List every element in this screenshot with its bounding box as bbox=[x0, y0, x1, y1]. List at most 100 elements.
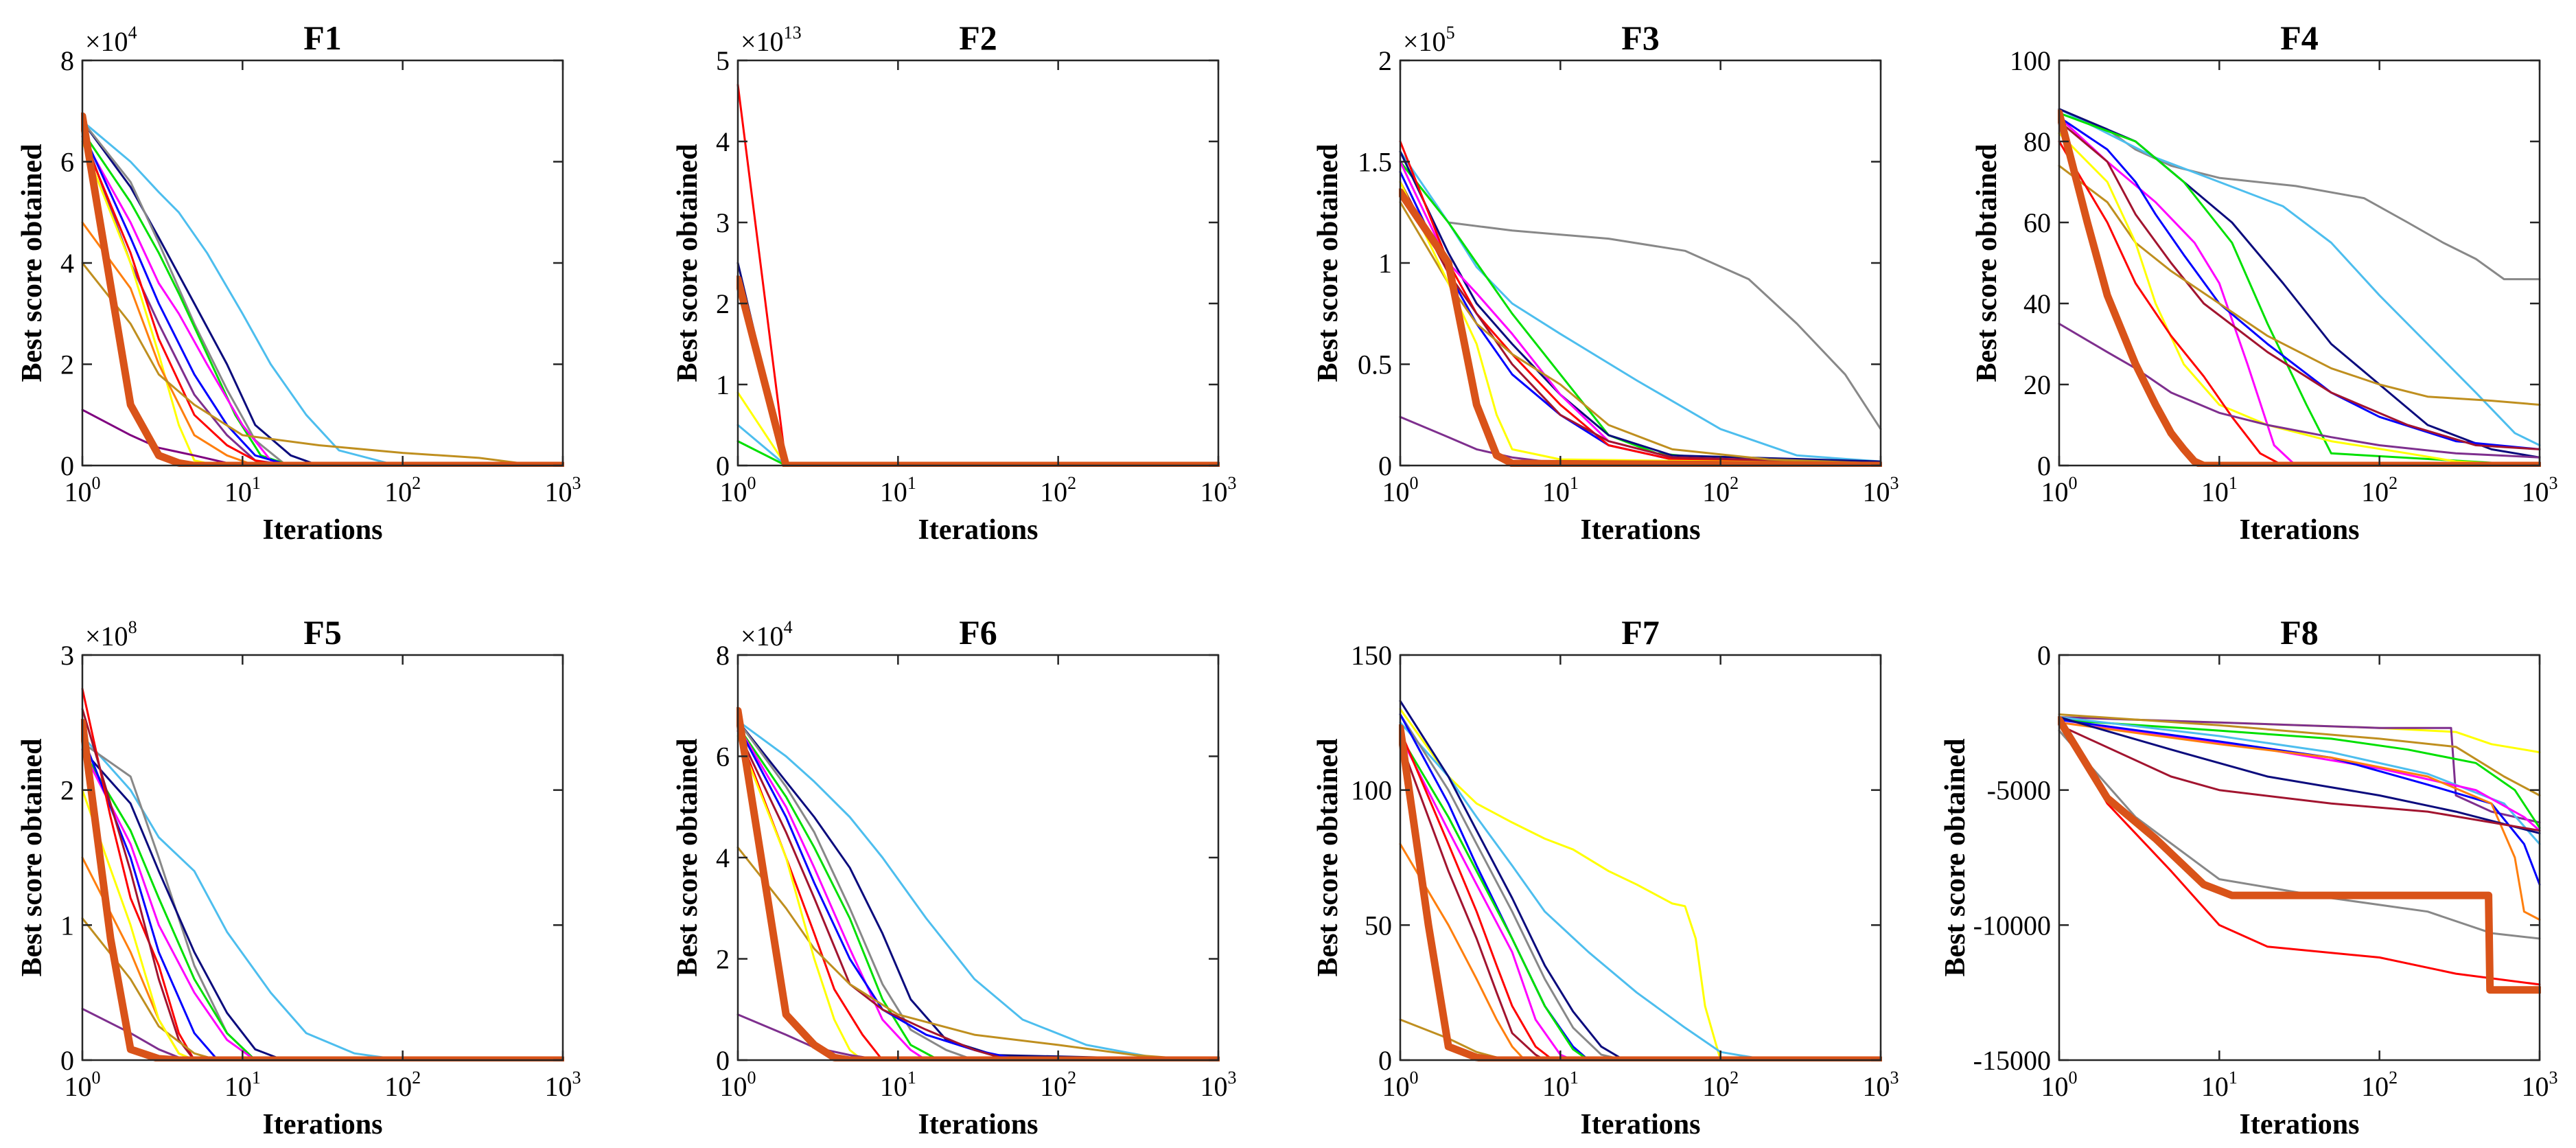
x-tick-label: 103 bbox=[545, 473, 581, 507]
series-group bbox=[2058, 713, 2541, 994]
chart-title: F2 bbox=[959, 19, 997, 57]
plot-area bbox=[1400, 655, 1881, 1060]
y-tick-label: 2 bbox=[1378, 45, 1392, 76]
x-tick-label: 103 bbox=[2522, 473, 2558, 507]
x-tick-label: 100 bbox=[65, 473, 101, 507]
y-tick-label: 0 bbox=[1378, 1045, 1392, 1076]
series-line-gold bbox=[81, 262, 564, 467]
y-tick-label: 100 bbox=[2010, 45, 2051, 76]
y-axis-label: Best score obtained bbox=[16, 144, 48, 382]
y-axis-multiplier: ×108 bbox=[85, 617, 137, 652]
series-line-cyan bbox=[1399, 721, 1882, 1061]
y-tick-label: 50 bbox=[1365, 910, 1392, 941]
y-axis-multiplier: ×105 bbox=[1403, 23, 1455, 57]
y-tick-label: 5 bbox=[716, 45, 730, 76]
y-tick-label: 0 bbox=[2037, 640, 2051, 671]
chart-title: F6 bbox=[959, 613, 997, 652]
y-tick-label: 2 bbox=[60, 775, 74, 806]
x-tick-label: 100 bbox=[2041, 1068, 2078, 1102]
plot-area bbox=[2059, 655, 2540, 1060]
x-tick-label: 100 bbox=[1382, 473, 1419, 507]
series-line-cyan bbox=[81, 120, 564, 467]
x-tick-label: 101 bbox=[224, 473, 261, 507]
series-line-red bbox=[2058, 721, 2541, 986]
chart-f2: 100 101 102 103 0 1 2 3 4 5 ×1013 F2 Iterations Best … bbox=[672, 19, 1237, 546]
series-line-magenta bbox=[2058, 116, 2541, 467]
y-tick-label: 4 bbox=[716, 842, 730, 873]
plot-area bbox=[738, 655, 1218, 1060]
y-tick-label: 3 bbox=[716, 207, 730, 238]
axes-box bbox=[81, 654, 564, 1061]
x-tick-label: 103 bbox=[1863, 1068, 1899, 1102]
x-tick-label: 100 bbox=[2041, 473, 2078, 507]
axes-box bbox=[2058, 654, 2541, 1061]
chart-f7: 100 101 102 103 0 50 100 150 F7 Iterations Best sc… bbox=[1312, 613, 1899, 1140]
y-axis-multiplier: ×104 bbox=[741, 617, 793, 652]
x-tick-label: 102 bbox=[384, 473, 421, 507]
plot-area bbox=[82, 655, 563, 1060]
y-tick-label: 150 bbox=[1351, 640, 1392, 671]
series-group bbox=[1399, 140, 1882, 467]
x-tick-label: 101 bbox=[880, 473, 916, 507]
chart-f1: 100 101 102 103 0 2 4 6 8 ×104 F1 Iterations Best sc… bbox=[16, 19, 581, 546]
x-tick-label: 100 bbox=[720, 1068, 756, 1102]
x-tick-label: 101 bbox=[224, 1068, 261, 1102]
chart-title: F7 bbox=[1621, 613, 1660, 652]
series-line-darkred bbox=[2058, 120, 2541, 450]
y-axis-label: Best score obtained bbox=[16, 739, 48, 977]
x-tick-label: 102 bbox=[1702, 473, 1739, 507]
x-tick-label: 102 bbox=[2361, 473, 2398, 507]
series-line-proposed bbox=[2058, 715, 2541, 994]
y-tick-label: -15000 bbox=[1973, 1045, 2051, 1076]
y-tick-label: 2 bbox=[716, 944, 730, 975]
y-axis-multiplier: ×104 bbox=[85, 23, 137, 57]
chart-title: F3 bbox=[1621, 19, 1660, 57]
series-line-purple bbox=[2058, 716, 2541, 824]
series-line-blue bbox=[2058, 718, 2541, 886]
x-tick-label: 100 bbox=[65, 1068, 101, 1102]
series-line-green bbox=[2058, 718, 2541, 829]
y-tick-label: 2 bbox=[716, 288, 730, 319]
y-tick-label: 0 bbox=[1378, 450, 1392, 481]
x-axis-label: Iterations bbox=[918, 514, 1038, 546]
x-tick-label: 101 bbox=[1542, 1068, 1579, 1102]
y-tick-label: -5000 bbox=[1987, 775, 2051, 806]
series-line-orange bbox=[2058, 721, 2541, 921]
x-tick-label: 101 bbox=[880, 1068, 916, 1102]
plot-area bbox=[738, 60, 1218, 466]
x-tick-label: 100 bbox=[720, 473, 756, 507]
plot-area bbox=[82, 60, 563, 466]
y-tick-label: 2 bbox=[60, 349, 74, 380]
y-tick-label: 6 bbox=[716, 742, 730, 772]
chart-title: F4 bbox=[2280, 19, 2319, 57]
y-tick-label: 1 bbox=[60, 910, 74, 941]
x-tick-label: 102 bbox=[1702, 1068, 1739, 1102]
chart-f4: 100 101 102 103 0 20 40 60 80 100 F4 Iterations Best… bbox=[1971, 19, 2558, 546]
y-tick-label: 0 bbox=[716, 450, 730, 481]
x-tick-label: 103 bbox=[1863, 473, 1899, 507]
x-tick-label: 102 bbox=[2361, 1068, 2398, 1102]
series-line-magenta bbox=[2058, 721, 2541, 832]
x-axis-label: Iterations bbox=[1581, 1109, 1701, 1140]
x-tick-label: 101 bbox=[2201, 473, 2238, 507]
x-tick-label: 102 bbox=[384, 1068, 421, 1102]
y-tick-label: 1.5 bbox=[1358, 147, 1392, 178]
x-tick-label: 102 bbox=[1040, 473, 1076, 507]
y-tick-label: 0 bbox=[716, 1045, 730, 1076]
chart-f6: 100 101 102 103 0 2 4 6 8 ×104 F6 Iterations Best sc… bbox=[672, 613, 1237, 1140]
axes-box bbox=[1399, 654, 1882, 1061]
series-line-yellow bbox=[1399, 708, 1882, 1061]
y-tick-label: 1 bbox=[716, 369, 730, 400]
x-tick-label: 101 bbox=[1542, 473, 1579, 507]
series-group bbox=[1399, 700, 1882, 1061]
y-tick-label: 0 bbox=[2037, 450, 2051, 481]
x-tick-label: 103 bbox=[1200, 1068, 1237, 1102]
x-axis-label: Iterations bbox=[918, 1109, 1038, 1140]
y-tick-label: 80 bbox=[2023, 126, 2051, 157]
y-axis-label: Best score obtained bbox=[672, 739, 704, 977]
chart-title: F8 bbox=[2280, 613, 2319, 652]
series-line-proposed bbox=[1399, 188, 1882, 467]
y-axis-label: Best score obtained bbox=[1971, 144, 2003, 382]
y-tick-label: 8 bbox=[60, 45, 74, 76]
y-tick-label: 8 bbox=[716, 640, 730, 671]
